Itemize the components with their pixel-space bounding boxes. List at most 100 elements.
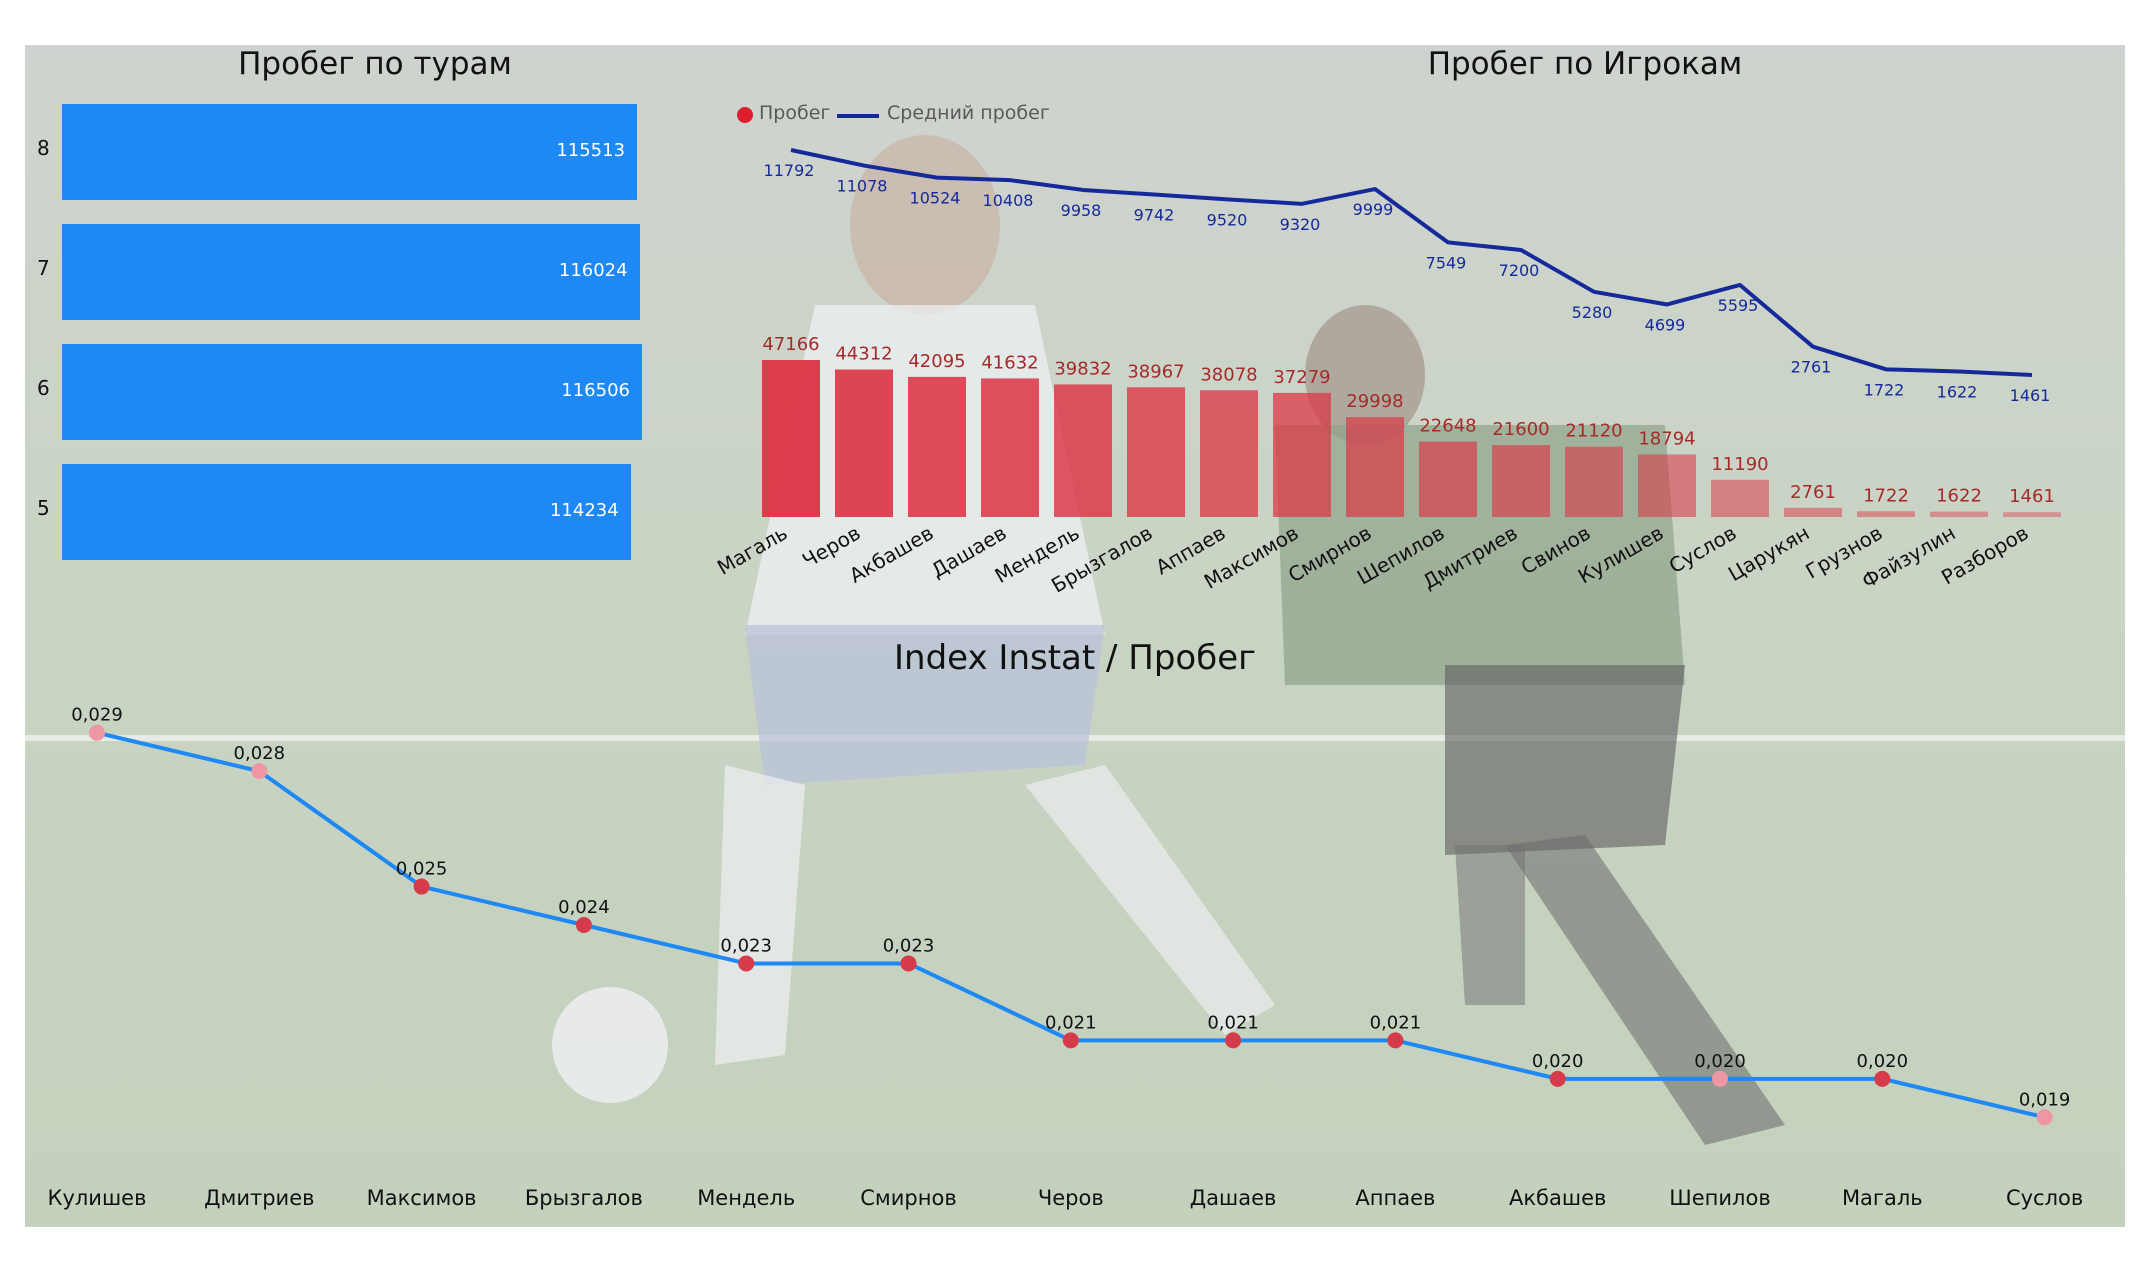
tour-value-label: 114234 <box>549 500 619 521</box>
index-value-label: 0,021 <box>1207 1012 1259 1033</box>
index-point <box>900 955 917 972</box>
avg-value-label: 10408 <box>983 191 1034 210</box>
avg-value-label: 1622 <box>1937 382 1978 401</box>
player-bar <box>1127 387 1185 517</box>
index-value-label: 0,023 <box>883 935 935 956</box>
tour-row: 6 116506 <box>25 344 725 440</box>
player-bar <box>1784 507 1842 517</box>
tour-value-label: 115513 <box>556 140 626 161</box>
avg-value-label: 7549 <box>1426 253 1467 272</box>
avg-value-label: 9999 <box>1353 200 1394 219</box>
player-bar-value-label: 11190 <box>1711 454 1768 475</box>
index-point <box>1874 1070 1891 1087</box>
index-value-label: 0,020 <box>1857 1051 1909 1072</box>
avg-value-label: 9958 <box>1061 201 1102 220</box>
player-bar <box>1419 441 1477 517</box>
player-bar-value-label: 47166 <box>762 334 819 355</box>
index-point <box>89 724 105 741</box>
avg-value-label: 9520 <box>1207 210 1248 229</box>
player-bar <box>981 378 1039 517</box>
avg-value-label: 10524 <box>910 189 961 208</box>
index-point <box>1712 1070 1728 1087</box>
player-bar <box>1638 454 1696 517</box>
index-point <box>1062 1032 1079 1049</box>
player-bar-value-label: 38967 <box>1127 361 1184 382</box>
tour-row: 8 115513 <box>25 104 725 200</box>
player-bar <box>1565 446 1623 517</box>
player-bar <box>2003 512 2061 517</box>
avg-value-label: 4699 <box>1645 315 1686 334</box>
avg-value-label: 9320 <box>1280 215 1321 234</box>
index-value-label: 0,020 <box>1694 1051 1746 1072</box>
player-bar <box>1492 445 1550 517</box>
index-point <box>413 878 430 895</box>
tour-row: 5 114234 <box>25 464 725 560</box>
index-value-label: 0,019 <box>2019 1089 2071 1110</box>
index-category-label: Аппаев <box>1355 1186 1435 1210</box>
player-bar-value-label: 1722 <box>1863 485 1909 506</box>
index-category-label: Дмитриев <box>204 1186 314 1210</box>
player-bar-value-label: 37279 <box>1273 367 1330 388</box>
legend-label-run: Пробег <box>759 102 831 124</box>
player-bar-value-label: 1622 <box>1936 486 1982 507</box>
players-combo-chart: 47166 44312 42095 41632 39832 38967 38078 37279… <box>713 148 2061 598</box>
avg-value-label: 5280 <box>1572 303 1613 322</box>
tour-label: 7 <box>37 256 50 280</box>
index-category-label: Черов <box>1038 1186 1104 1210</box>
index-category-label: Магаль <box>1842 1186 1923 1210</box>
index-category-label: Брызгалов <box>525 1186 643 1210</box>
legend-label-avg: Средний пробег <box>887 102 1050 124</box>
player-bar-value-label: 44312 <box>835 344 892 365</box>
index-point <box>575 917 592 933</box>
players-chart-title: Пробег по Игрокам <box>1427 46 1743 82</box>
player-bar-value-label: 29998 <box>1346 391 1403 412</box>
index-category-label: Мендель <box>697 1186 795 1210</box>
legend-line-icon <box>837 114 879 118</box>
player-bar <box>1054 384 1112 517</box>
tour-bar: 116506 <box>62 344 642 440</box>
avg-value-label: 11078 <box>837 177 888 196</box>
tour-bar: 116024 <box>62 224 640 320</box>
index-category-label: Акбашев <box>1509 1186 1606 1210</box>
player-bar-value-label: 39832 <box>1054 358 1111 379</box>
index-chart-title: Index Instat / Пробег <box>894 638 1256 678</box>
index-value-label: 0,025 <box>396 859 448 880</box>
player-bar-value-label: 2761 <box>1790 482 1836 503</box>
player-bar-value-label: 18794 <box>1638 428 1695 449</box>
index-line <box>96 730 2046 1120</box>
avg-value-label: 1722 <box>1864 380 1905 399</box>
avg-run-line <box>790 148 2033 377</box>
index-category-label: Кулишев <box>48 1186 147 1210</box>
player-bar-value-label: 22648 <box>1419 416 1476 437</box>
index-category-label: Суслов <box>2006 1186 2083 1210</box>
tours-chart-title: Пробег по турам <box>238 46 512 82</box>
tour-row: 7 116024 <box>25 224 725 320</box>
avg-value-label: 9742 <box>1134 206 1175 225</box>
player-bar <box>1346 417 1404 517</box>
player-bar <box>1930 511 1988 517</box>
index-value-label: 0,023 <box>720 935 772 956</box>
index-point <box>738 955 755 972</box>
dashboard-panel: Пробег по турам Пробег по Игрокам 8 11551… <box>25 45 2125 1227</box>
index-category-label: Дашаев <box>1190 1186 1277 1210</box>
avg-value-label: 7200 <box>1499 261 1540 280</box>
tour-label: 6 <box>37 376 50 400</box>
index-category-label: Смирнов <box>860 1186 956 1210</box>
player-bar-value-label: 21600 <box>1492 419 1549 440</box>
player-bar <box>1200 390 1258 517</box>
index-point <box>1387 1032 1404 1049</box>
index-category-label: Максимов <box>367 1186 477 1210</box>
avg-value-label: 5595 <box>1718 296 1759 315</box>
index-point <box>1549 1070 1566 1087</box>
player-bar-value-label: 41632 <box>981 352 1038 373</box>
index-line-chart: 0,029 0,028 0,025 0,024 0,023 0,023 0,021 0,021… <box>48 705 2084 1210</box>
avg-value-label: 1461 <box>2010 386 2051 405</box>
tour-value-label: 116506 <box>561 380 630 401</box>
player-bar <box>908 376 966 517</box>
player-bar-value-label: 38078 <box>1200 364 1257 385</box>
tour-value-label: 116024 <box>558 260 628 281</box>
player-bar-value-label: 21120 <box>1565 421 1622 442</box>
player-bar <box>1857 511 1915 517</box>
player-bar-value-label: 1461 <box>2009 486 2055 507</box>
index-value-label: 0,020 <box>1532 1051 1584 1072</box>
